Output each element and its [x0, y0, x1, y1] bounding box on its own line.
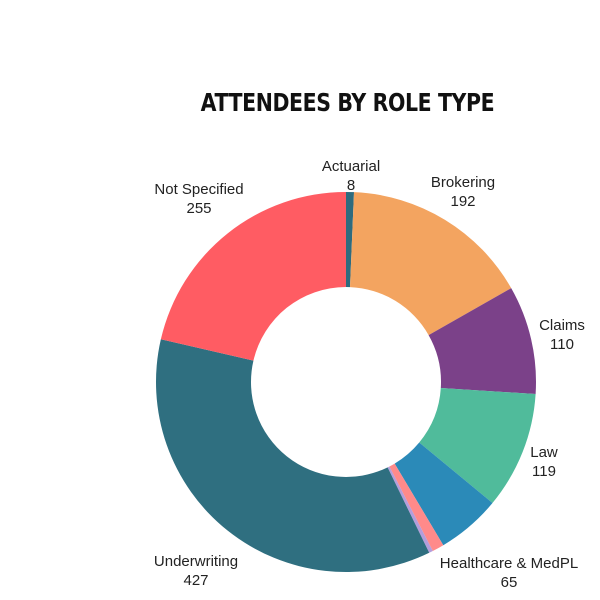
slice-healthcare-medpl	[394, 442, 493, 546]
slice-actuarial	[346, 192, 355, 288]
label-claims: Claims 110	[539, 317, 585, 353]
label-actuarial: Actuarial 8	[321, 158, 381, 194]
slice-claims	[428, 288, 537, 395]
slice-not-specified	[160, 192, 346, 361]
slice-unlabeled-5	[389, 463, 444, 552]
chart-title: ATTENDEES BY ROLE TYPE	[200, 88, 495, 117]
label-healthcare: Healthcare & MedPL 65	[439, 555, 579, 591]
label-underwriting: Underwriting 427	[153, 553, 239, 589]
slice-law	[419, 388, 536, 504]
label-not-specified: Not Specified 255	[154, 181, 244, 217]
slice-underwriting	[155, 339, 430, 573]
label-law: Law 119	[530, 444, 558, 480]
slice-unlabeled-6	[387, 466, 433, 553]
label-brokering: Brokering 192	[430, 174, 496, 210]
slice-brokering	[350, 192, 512, 336]
